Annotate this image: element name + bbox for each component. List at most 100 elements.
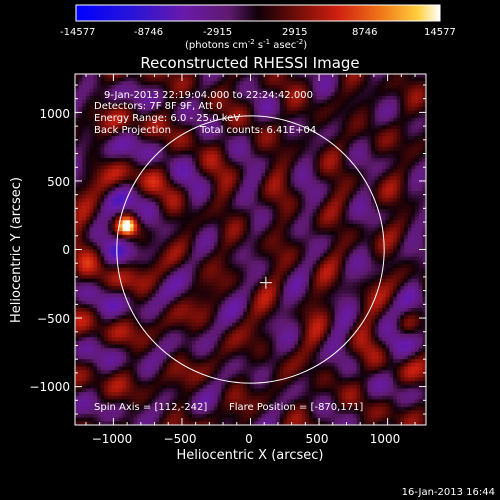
heatmap-cell bbox=[261, 165, 266, 170]
heatmap-cell bbox=[243, 183, 248, 188]
heatmap-cell bbox=[341, 81, 346, 86]
heatmap-cell bbox=[166, 158, 171, 163]
heatmap-cell bbox=[367, 92, 372, 97]
heatmap-cell bbox=[330, 92, 335, 97]
heatmap-cell bbox=[268, 172, 273, 177]
heatmap-cell bbox=[107, 183, 112, 188]
heatmap-cell bbox=[217, 161, 222, 166]
heatmap-cell bbox=[356, 198, 361, 203]
heatmap-cell bbox=[407, 95, 412, 100]
heatmap-cell bbox=[151, 77, 156, 82]
heatmap-cell bbox=[162, 150, 167, 155]
heatmap-cell bbox=[254, 242, 259, 247]
heatmap-cell bbox=[327, 169, 332, 174]
heatmap-cell bbox=[148, 132, 153, 137]
heatmap-cell bbox=[393, 187, 398, 192]
heatmap-cell bbox=[345, 223, 350, 228]
heatmap-cell bbox=[181, 139, 186, 144]
heatmap-cell bbox=[133, 191, 138, 196]
heatmap-cell bbox=[206, 231, 211, 236]
heatmap-cell bbox=[210, 99, 215, 104]
heatmap-cell bbox=[265, 249, 270, 254]
heatmap-cell bbox=[100, 103, 105, 108]
heatmap-cell bbox=[360, 95, 365, 100]
heatmap-cell bbox=[235, 205, 240, 210]
heatmap-cell bbox=[192, 161, 197, 166]
heatmap-cell bbox=[96, 169, 101, 174]
heatmap-cell bbox=[246, 165, 251, 170]
heatmap-cell bbox=[107, 84, 112, 90]
heatmap-cell bbox=[371, 216, 376, 221]
heatmap-cell bbox=[192, 81, 197, 86]
heatmap-cell bbox=[118, 84, 123, 90]
heatmap-cell bbox=[393, 194, 398, 199]
heatmap-cell bbox=[349, 158, 354, 163]
heatmap-cell bbox=[100, 253, 105, 258]
heatmap-cell bbox=[217, 227, 222, 232]
heatmap-cell bbox=[235, 95, 240, 100]
heatmap-cell bbox=[334, 256, 339, 261]
heatmap-cell bbox=[276, 216, 281, 221]
heatmap-cell bbox=[265, 183, 270, 188]
heatmap-cell bbox=[221, 161, 226, 166]
heatmap-cell bbox=[246, 180, 251, 185]
heatmap-cell bbox=[411, 81, 416, 86]
heatmap-cell bbox=[210, 180, 215, 185]
heatmap-cell bbox=[407, 194, 412, 199]
heatmap-cell bbox=[268, 260, 273, 265]
heatmap-cell bbox=[82, 227, 87, 232]
heatmap-cell bbox=[404, 147, 409, 152]
heatmap-cell bbox=[96, 191, 101, 196]
heatmap-cell bbox=[319, 205, 325, 210]
heatmap-cell bbox=[272, 231, 277, 236]
heatmap-cell bbox=[400, 242, 405, 247]
heatmap-cell bbox=[181, 99, 186, 104]
heatmap-cell bbox=[279, 201, 284, 207]
heatmap-cell bbox=[213, 103, 218, 108]
heatmap-cell bbox=[235, 121, 240, 126]
heatmap-cell bbox=[173, 256, 178, 261]
heatmap-cell bbox=[144, 227, 149, 232]
heatmap-cell bbox=[126, 77, 131, 82]
heatmap-cell bbox=[104, 234, 109, 239]
heatmap-cell bbox=[122, 183, 127, 188]
heatmap-cell bbox=[250, 176, 255, 181]
heatmap-cell bbox=[349, 121, 354, 126]
heatmap-cell bbox=[144, 106, 149, 111]
heatmap-cell bbox=[199, 106, 204, 111]
heatmap-cell bbox=[107, 95, 112, 100]
heatmap-cell bbox=[129, 147, 134, 152]
heatmap-cell bbox=[85, 132, 91, 137]
heatmap-cell bbox=[287, 216, 292, 221]
heatmap-cell bbox=[382, 180, 387, 185]
heatmap-cell bbox=[151, 253, 156, 258]
heatmap-cell bbox=[75, 242, 80, 247]
heatmap-cell bbox=[224, 198, 229, 203]
heatmap-cell bbox=[261, 242, 266, 247]
heatmap-cell bbox=[199, 194, 204, 199]
heatmap-cell bbox=[140, 198, 145, 203]
heatmap-cell bbox=[363, 227, 368, 232]
heatmap-cell bbox=[122, 223, 127, 228]
heatmap-cell bbox=[181, 194, 186, 199]
heatmap-cell bbox=[396, 106, 401, 111]
heatmap-cell bbox=[363, 84, 368, 90]
heatmap-cell bbox=[374, 231, 379, 236]
heatmap-cell bbox=[250, 191, 255, 196]
heatmap-cell bbox=[206, 176, 211, 181]
heatmap-cell bbox=[374, 223, 379, 228]
heatmap-cell bbox=[268, 158, 273, 163]
heatmap-cell bbox=[202, 256, 208, 261]
heatmap-cell bbox=[272, 84, 277, 90]
heatmap-cell bbox=[148, 220, 153, 225]
heatmap-cell bbox=[385, 180, 390, 185]
heatmap-cell bbox=[338, 154, 343, 159]
heatmap-cell bbox=[173, 183, 178, 188]
heatmap-cell bbox=[235, 88, 240, 93]
heatmap-cell bbox=[199, 92, 204, 97]
heatmap-cell bbox=[356, 136, 361, 141]
heatmap-cell bbox=[327, 114, 332, 119]
heatmap-cell bbox=[195, 216, 200, 221]
heatmap-cell bbox=[144, 84, 149, 90]
heatmap-cell bbox=[272, 161, 277, 166]
